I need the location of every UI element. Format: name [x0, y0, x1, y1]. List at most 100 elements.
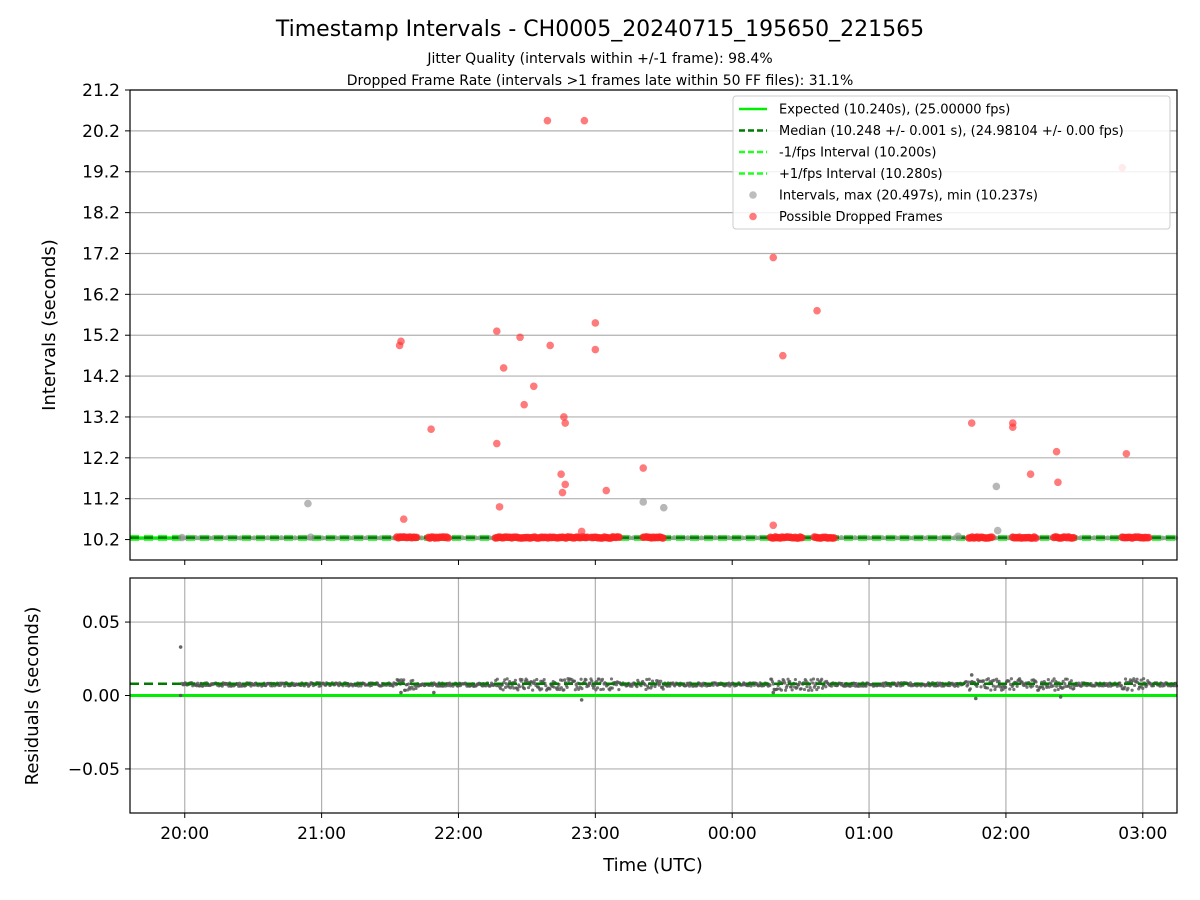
interval-point	[211, 534, 217, 541]
dropped-frame-point	[529, 382, 538, 391]
chart-subtitle-jitter: Jitter Quality (intervals within +/-1 fr…	[426, 51, 772, 67]
residual-point	[979, 685, 983, 689]
y-tick-label: 10.2	[82, 531, 120, 551]
x-tick-label: 03:00	[1118, 824, 1167, 844]
dropped-frame-point	[577, 527, 586, 536]
residual-point	[967, 680, 971, 684]
x-axis-label: Time (UTC)	[602, 855, 703, 876]
residual-point	[811, 677, 816, 681]
interval-point	[1091, 535, 1097, 541]
residual-point	[985, 686, 990, 690]
dropped-frame-point	[560, 413, 568, 421]
residual-point	[535, 677, 539, 682]
dropped-frame-point	[1069, 533, 1078, 542]
x-tick-label: 21:00	[297, 824, 346, 844]
residual-point	[1123, 685, 1127, 689]
residual-point	[1106, 684, 1110, 688]
interval-point	[865, 535, 872, 541]
residual-point	[656, 679, 660, 683]
residual-point	[799, 687, 803, 691]
residual-point	[635, 684, 639, 689]
residual-point	[975, 684, 979, 688]
dropped-frame-point	[615, 533, 623, 541]
residual-point	[771, 690, 776, 695]
residual-point	[986, 677, 991, 681]
residual-point	[966, 683, 970, 687]
residual-point	[1058, 695, 1063, 699]
residual-point	[1052, 677, 1056, 681]
residual-point	[1063, 682, 1067, 686]
residual-point	[560, 678, 564, 682]
residual-point	[556, 685, 560, 689]
dropped-frame-point	[591, 319, 600, 327]
legend-box	[732, 95, 1171, 230]
y-tick-label: −0.05	[68, 760, 120, 780]
residual-point	[1056, 687, 1060, 692]
interval-point	[351, 535, 357, 541]
dropped-frame-point	[1026, 470, 1035, 478]
residual-point	[503, 685, 508, 690]
residual-point	[1141, 686, 1145, 690]
residual-point	[406, 688, 410, 692]
residual-point	[532, 679, 536, 683]
dropped-frame-point	[561, 480, 570, 489]
interval-point	[364, 534, 370, 541]
interval-point	[954, 532, 962, 541]
interval-point	[698, 535, 705, 541]
residual-point	[1069, 679, 1073, 683]
residual-point	[806, 688, 811, 692]
residual-point	[1053, 688, 1057, 692]
interval-point	[992, 482, 1001, 491]
residual-point	[407, 682, 411, 686]
dropped-frame-point	[830, 534, 838, 542]
residual-point	[820, 677, 824, 681]
residual-point	[1041, 687, 1046, 691]
residual-point	[1054, 684, 1059, 688]
residual-point	[1009, 677, 1013, 681]
residual-point	[829, 684, 834, 688]
residual-point	[783, 688, 788, 692]
residual-point	[805, 685, 809, 689]
residual-point	[643, 683, 647, 687]
residual-point	[495, 677, 499, 681]
residual-point	[810, 688, 814, 692]
residual-point	[1065, 677, 1069, 681]
dropped-frame-point	[769, 253, 778, 262]
x-tick-label: 00:00	[708, 824, 757, 844]
dropped-frame-point	[1122, 449, 1131, 458]
dropped-frame-point	[399, 515, 408, 523]
residual-point	[783, 681, 787, 685]
residual-point	[1135, 677, 1139, 681]
dropped-frame-point	[412, 533, 421, 542]
interval-point	[993, 526, 1002, 535]
residual-point	[1015, 684, 1019, 688]
residual-point	[600, 677, 605, 681]
residual-point	[513, 678, 518, 682]
chart-title: Timestamp Intervals - CH0005_20240715_19…	[275, 17, 924, 42]
residual-point	[1062, 685, 1066, 689]
dropped-frame-point	[495, 503, 504, 511]
residual-point	[1051, 684, 1055, 688]
y-tick-label: 13.2	[82, 408, 120, 428]
residual-point	[994, 685, 998, 689]
interval-point	[725, 534, 732, 541]
y-tick-label: 0.05	[82, 613, 120, 633]
residual-point	[824, 685, 828, 689]
dropped-frame-point	[492, 439, 501, 448]
residual-point	[584, 678, 588, 682]
residual-point	[895, 684, 899, 688]
dropped-frame-point	[427, 425, 435, 434]
residual-point	[178, 645, 183, 649]
residual-point	[531, 688, 535, 692]
legend-label: Intervals, max (20.497s), min (10.237s)	[779, 189, 1038, 204]
residual-point	[644, 687, 648, 692]
residual-point	[1126, 686, 1130, 690]
residual-point	[586, 684, 591, 688]
residual-point	[595, 679, 599, 684]
residual-point	[770, 679, 775, 684]
residual-point	[522, 687, 527, 691]
residual-point	[1007, 679, 1011, 683]
residual-point	[501, 688, 505, 692]
residual-point	[989, 688, 993, 692]
residual-point	[815, 677, 820, 682]
